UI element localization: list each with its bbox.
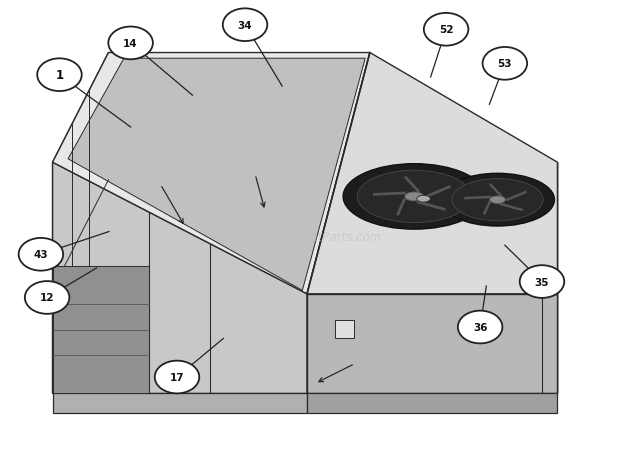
Circle shape	[424, 14, 468, 46]
Polygon shape	[307, 294, 557, 394]
Text: eReplacementParts.com: eReplacementParts.com	[238, 230, 382, 243]
Ellipse shape	[490, 197, 505, 204]
Text: 36: 36	[473, 322, 487, 332]
Circle shape	[108, 27, 153, 60]
Polygon shape	[68, 59, 365, 291]
Text: 14: 14	[123, 39, 138, 49]
Polygon shape	[53, 163, 307, 394]
Circle shape	[458, 311, 502, 344]
Ellipse shape	[357, 171, 471, 223]
Text: 34: 34	[237, 20, 252, 30]
Circle shape	[19, 238, 63, 271]
Circle shape	[37, 59, 82, 92]
Polygon shape	[53, 53, 108, 394]
Polygon shape	[335, 320, 354, 338]
Text: 12: 12	[40, 293, 55, 303]
Text: 17: 17	[170, 372, 184, 382]
Polygon shape	[307, 53, 557, 294]
Ellipse shape	[343, 164, 485, 230]
Circle shape	[520, 266, 564, 298]
Text: 1: 1	[55, 69, 63, 82]
Text: 52: 52	[439, 25, 453, 35]
Ellipse shape	[441, 174, 554, 227]
Polygon shape	[307, 394, 557, 414]
Circle shape	[223, 9, 267, 42]
Text: 35: 35	[534, 277, 549, 287]
Text: 43: 43	[33, 250, 48, 260]
Polygon shape	[53, 394, 307, 414]
Circle shape	[25, 282, 69, 314]
Text: 53: 53	[498, 59, 512, 69]
Circle shape	[482, 48, 527, 81]
Polygon shape	[53, 53, 370, 294]
Polygon shape	[108, 284, 370, 299]
Ellipse shape	[405, 192, 423, 201]
Ellipse shape	[452, 179, 543, 221]
Circle shape	[155, 361, 199, 394]
Polygon shape	[53, 267, 149, 394]
Ellipse shape	[417, 196, 430, 202]
